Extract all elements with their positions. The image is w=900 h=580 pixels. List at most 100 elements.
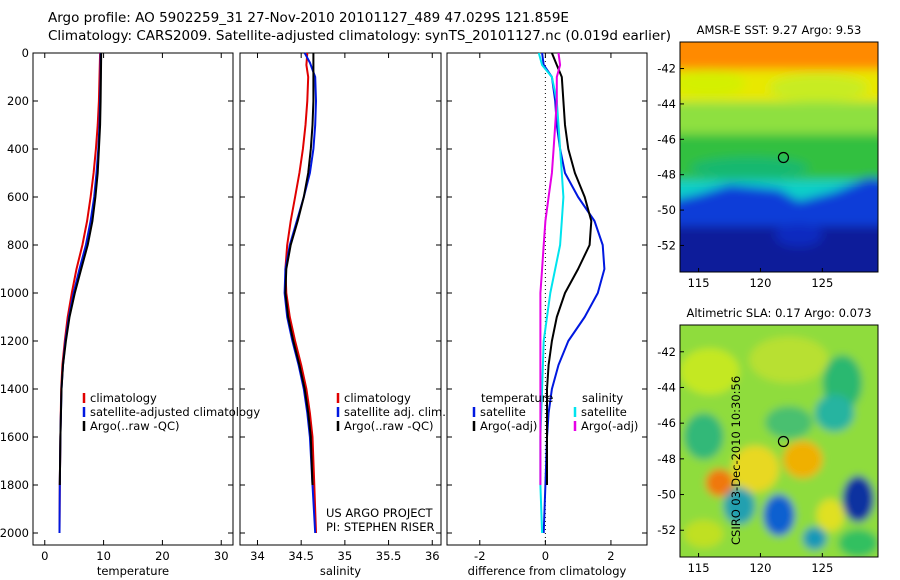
depth-tick-label: 1800	[0, 478, 29, 492]
sla_map-field-blob	[731, 445, 779, 493]
temperature-panel: 0 10 20 30 0 200 400 600 800 1000 1200 1400 1600 1800…	[0, 46, 260, 578]
sst_map-ytick-label: -48	[657, 168, 676, 182]
depth-tick-label: 1200	[0, 334, 29, 348]
project-credit: US ARGO PROJECT	[326, 506, 434, 520]
sst_map-argo-location-marker	[777, 151, 790, 164]
salinity-xtick-label: 36	[425, 549, 440, 563]
sla_map-xtick-label: 115	[688, 561, 710, 575]
temperature-series-climatology	[58, 52, 102, 534]
difference-xtick-label: 0	[542, 549, 549, 563]
salinity-axes-frame	[239, 52, 442, 546]
diff-legend-sal-satellite-label: satellite	[581, 405, 627, 419]
depth-tick-label: 1600	[0, 430, 29, 444]
salinity-panel: 34 34.5 35 35.5 36 salinity climatologysatelli…	[239, 52, 446, 578]
depth-tick-label: 2000	[0, 526, 29, 540]
difference-axes-frame	[446, 52, 648, 546]
temperature-axis-label: temperature	[97, 564, 169, 578]
sla_map-field-blob	[782, 441, 823, 479]
depth-tick-label: 1000	[0, 286, 29, 300]
sst_map-ytick-label: -44	[657, 97, 676, 111]
sst_map-xtick-label: 115	[688, 276, 710, 290]
sla_map-ytick-label: -48	[657, 452, 676, 466]
temperature-series-argo-raw-qc-	[58, 52, 103, 486]
depth-tick-label: 0	[22, 46, 29, 60]
depth-tick-label: 1400	[0, 382, 29, 396]
sla_map-xtick-label: 120	[749, 561, 771, 575]
sal-legend-satellite-label: satellite adj. clim.	[344, 405, 446, 419]
sla_map-ytick-label: -50	[657, 488, 676, 502]
temperature-axes-frame	[32, 52, 234, 546]
difference-axis-label: difference from climatology	[468, 564, 627, 578]
temp-legend-satellite-label: satellite-adjusted climatology	[90, 405, 260, 419]
sla_map-field-blob	[842, 475, 875, 523]
diff-legend-temp-satellite-label: satellite	[480, 405, 526, 419]
salinity-xtick-label: 34.5	[288, 549, 314, 563]
sla_map-ytick-label: -46	[657, 416, 676, 430]
sla_map-field-blob	[838, 529, 878, 557]
temp-legend-climatology-label: climatology	[90, 391, 157, 405]
sla_map-field-blob	[723, 487, 756, 525]
sst_map-panel: AMSR-E SST: 9.27 Argo: 9.53 115 120 125 -42 -…	[657, 23, 879, 290]
sst_map-frame	[679, 41, 879, 273]
sla_map-ytick-label: -52	[657, 523, 676, 537]
difference-series-temperature-argo-adj-	[546, 52, 593, 485]
sla_map-field-blob	[816, 499, 845, 532]
depth-tick-label: 600	[7, 190, 29, 204]
sla_map-field-blob	[765, 406, 813, 439]
sla_map-ytick-label: -42	[657, 345, 676, 359]
sla_map-field-blob	[763, 494, 795, 537]
salinity-series-climatology	[284, 52, 317, 534]
sla_map-field-blob	[802, 526, 827, 551]
sst_map-field-patch	[680, 101, 878, 139]
depth-tick-label: 800	[7, 238, 29, 252]
diff-legend-temp-argo-label: Argo(-adj)	[480, 419, 537, 433]
sst_map-title: AMSR-E SST: 9.27 Argo: 9.53	[697, 23, 862, 37]
temp-legend-argo-label: Argo(..raw -QC)	[90, 419, 180, 433]
salinity-xtick-label: 35.5	[376, 549, 402, 563]
sla_map-frame	[679, 324, 879, 558]
sst_map-field-blob	[769, 74, 869, 102]
sst_map-ytick-label: -42	[657, 62, 676, 76]
sla_map-field-blob	[814, 394, 855, 432]
sla_map-field-blur	[680, 325, 878, 557]
diff-legend-salinity-heading: salinity	[582, 391, 623, 405]
sla_map-xtick-label: 125	[811, 561, 833, 575]
temperature-xtick-label: 20	[155, 549, 170, 563]
sst_map-field-blob	[775, 223, 823, 247]
sst_map-ytick-label: -52	[657, 238, 676, 252]
sla_map-ytick-label: -44	[657, 380, 676, 394]
sst_map-xtick-label: 125	[811, 276, 833, 290]
difference-series-salinity-argo-adj-	[539, 52, 562, 485]
sal-legend-argo-label: Argo(..raw -QC)	[344, 419, 434, 433]
sla_map-panel: Altimetric SLA: 0.17 Argo: 0.073 115 120 12…	[657, 306, 879, 575]
salinity-xtick-label: 35	[338, 549, 353, 563]
sla_map-field-blob	[749, 336, 829, 383]
sst_map-field-blob	[689, 157, 809, 180]
figure-title-line-2: Climatology: CARS2009. Satellite-adjuste…	[48, 28, 671, 44]
difference-xtick-label: -2	[474, 549, 485, 563]
sst_map-ytick-label: -46	[657, 132, 676, 146]
sla_map-title: Altimetric SLA: 0.17 Argo: 0.073	[686, 306, 871, 320]
depth-tick-label: 400	[7, 142, 29, 156]
figure-title-line-1: Argo profile: AO 5902259_31 27-Nov-2010 …	[48, 10, 569, 26]
sla_map-field	[680, 325, 878, 557]
timestamp-watermark: CSIRO 03-Dec-2010 10:30:56	[728, 375, 743, 545]
salinity-xtick-label: 34	[250, 549, 265, 563]
sst_map-ytick-label: -50	[657, 203, 676, 217]
diff-legend-sal-argo-label: Argo(-adj)	[581, 419, 638, 433]
sla_map-field-blob	[705, 468, 734, 497]
sla_map-field-blob	[683, 519, 724, 548]
difference-series-temperature-satellite	[541, 52, 606, 534]
temperature-series-satellite-adjusted-climatology	[58, 53, 102, 534]
temperature-xtick-label: 30	[214, 549, 229, 563]
diff-legend-temperature-heading: temperature	[481, 391, 553, 405]
difference-xtick-label: 2	[607, 549, 614, 563]
pi-credit: PI: STEPHEN RISER	[326, 520, 435, 534]
sla_map-argo-location-marker	[777, 435, 790, 448]
salinity-axis-label: salinity	[320, 564, 361, 578]
salinity-series-argo-raw-qc-	[284, 53, 315, 486]
sal-legend-climatology-label: climatology	[344, 391, 411, 405]
temperature-xtick-label: 0	[41, 549, 48, 563]
